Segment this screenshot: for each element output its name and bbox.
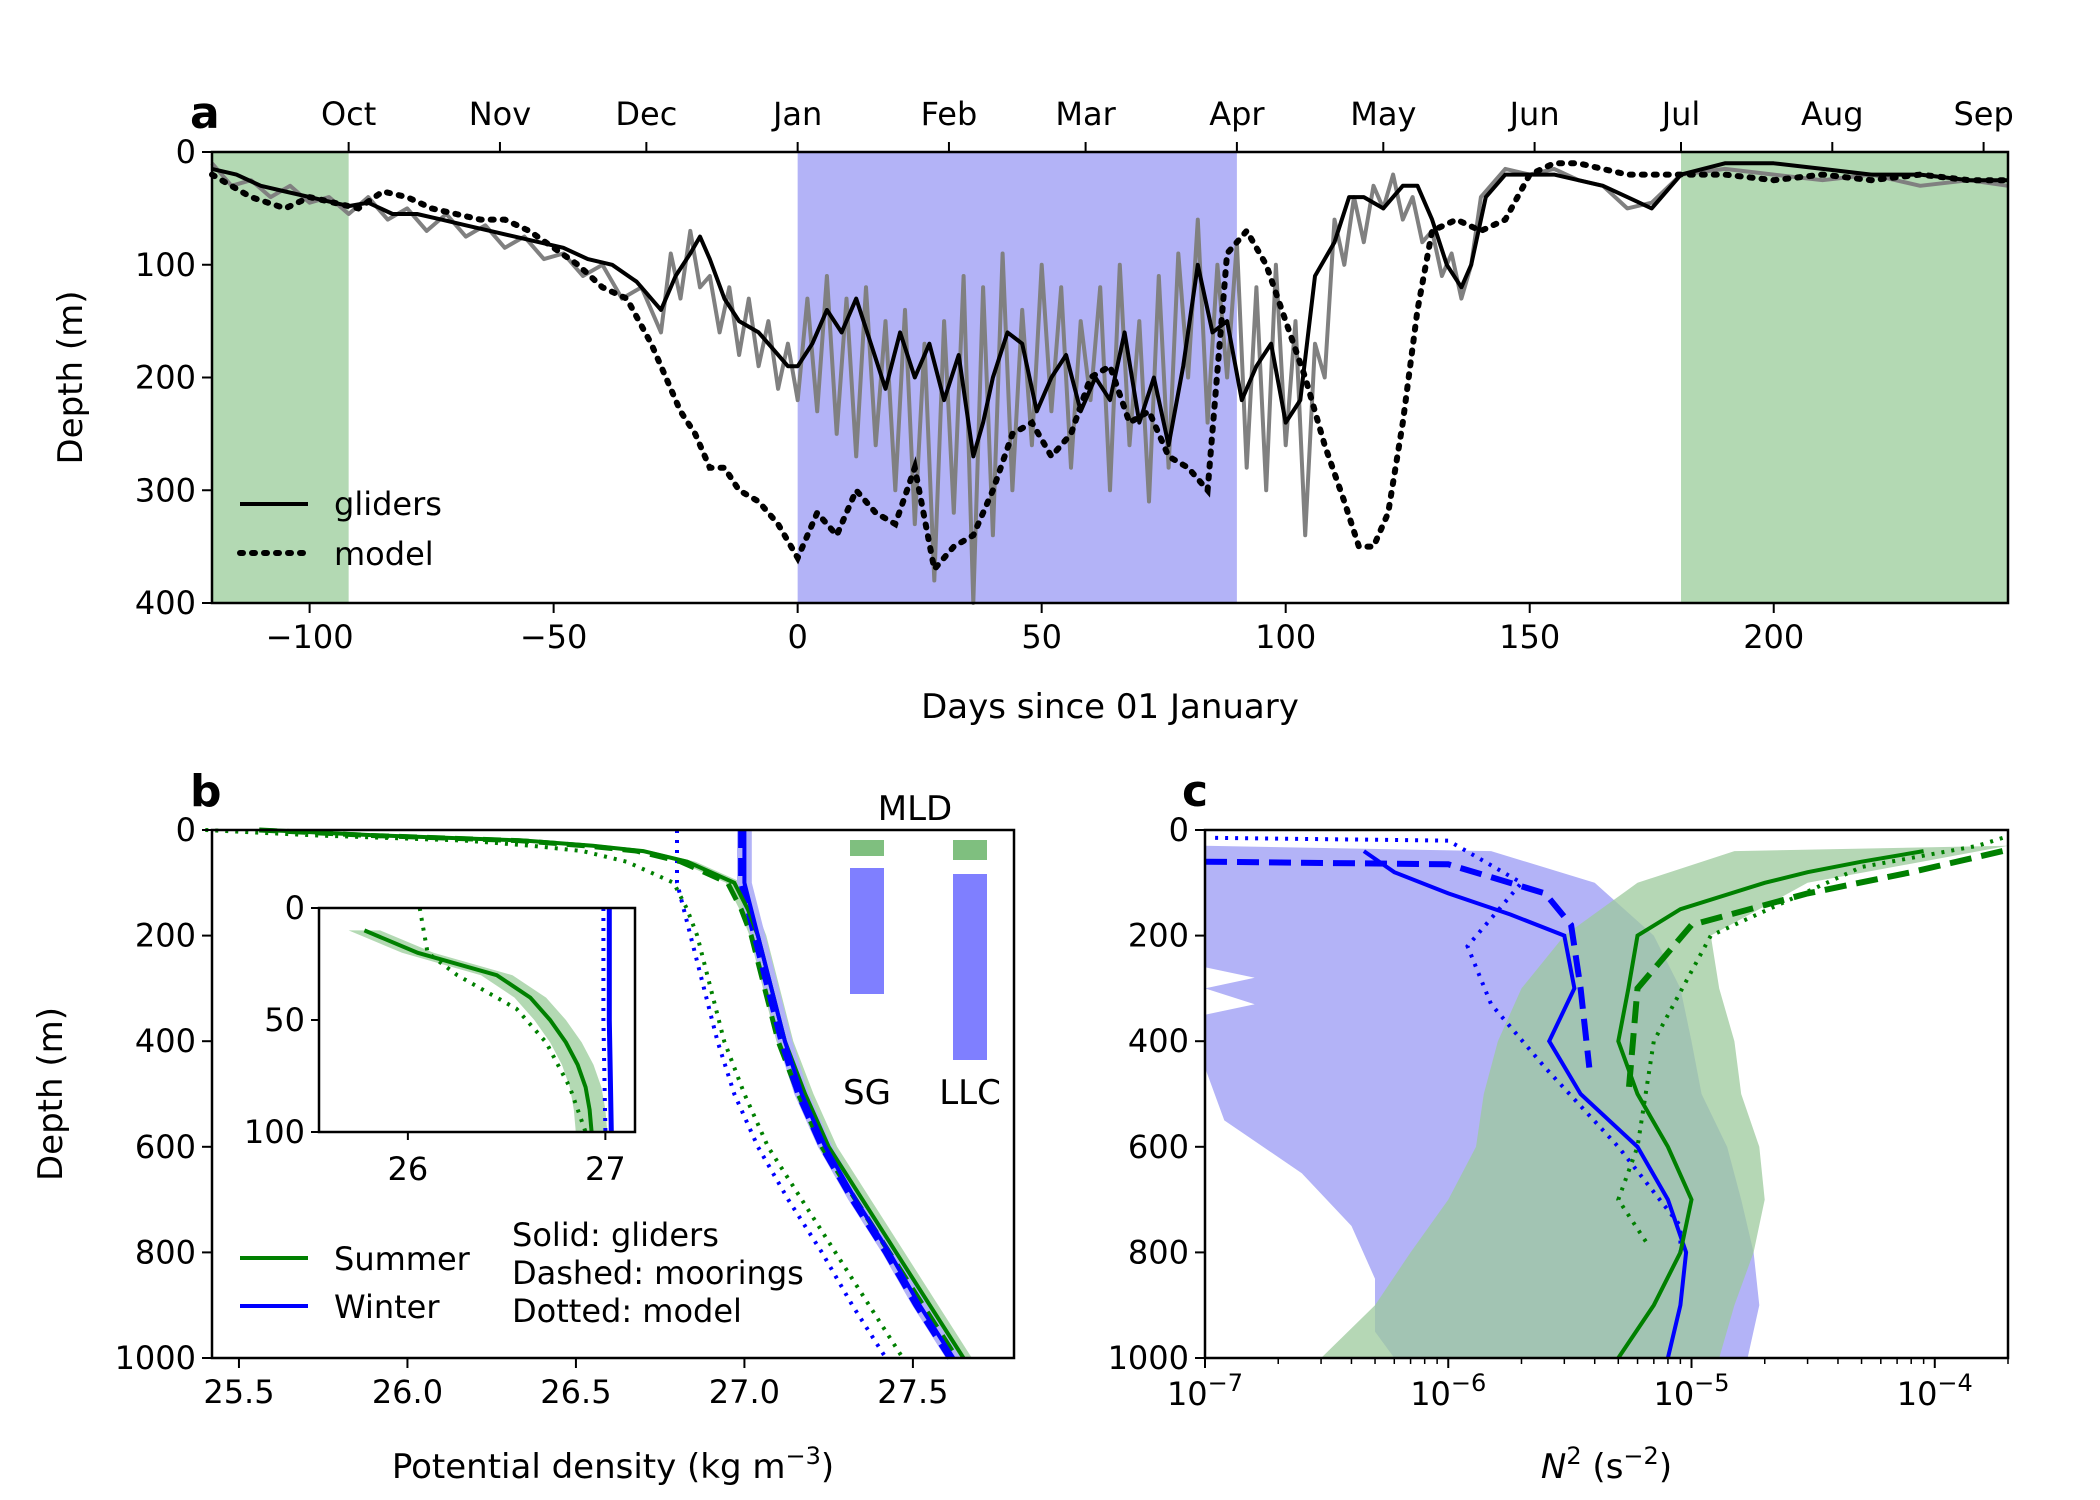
x-tick-label: 50	[1021, 618, 1062, 656]
month-tick-label: Apr	[1209, 95, 1265, 133]
x-tick-label: 100	[1255, 618, 1316, 656]
legend-label-winter: Winter	[334, 1288, 440, 1326]
month-tick-label: Jan	[771, 95, 822, 133]
y-tick-label: 400	[135, 1022, 196, 1060]
x-tick-label: 27.0	[709, 1373, 780, 1411]
y-axis-label: Depth (m)	[51, 290, 91, 464]
legend-label-summer: Summer	[334, 1240, 471, 1278]
legend-note: Dashed: moorings	[512, 1254, 804, 1292]
series-summer	[1616, 849, 1924, 1360]
x-tick-label: 10−6	[1410, 1369, 1486, 1413]
y-tick-label: 0	[176, 133, 196, 171]
y-tick-label: 1000	[1108, 1339, 1189, 1377]
y-tick-label: 200	[135, 917, 196, 955]
month-tick-label: Jun	[1508, 95, 1560, 133]
legend-note: Solid: gliders	[512, 1216, 719, 1254]
month-tick-label: Jul	[1660, 95, 1701, 133]
x-tick-label: 26.5	[540, 1373, 611, 1411]
inset-summer-model	[417, 907, 588, 1133]
y-tick-label: 800	[1128, 1233, 1189, 1271]
month-tick-label: Nov	[469, 95, 531, 133]
x-tick-label: 200	[1743, 618, 1804, 656]
series-model	[209, 160, 2011, 576]
inset-x-tick-label: 26	[388, 1150, 429, 1188]
y-tick-label: 800	[135, 1233, 196, 1271]
inset-summer	[363, 928, 594, 1133]
legend-label-gliders: gliders	[334, 485, 442, 523]
winter-moorings	[1204, 858, 1593, 1068]
month-tick-label: May	[1350, 95, 1416, 133]
panel-label: b	[190, 766, 222, 817]
y-tick-label: 600	[135, 1128, 196, 1166]
mld-label-sg: SG	[843, 1073, 891, 1113]
x-tick-label: 0	[787, 618, 807, 656]
month-tick-label: Mar	[1055, 95, 1116, 133]
x-tick-label: 150	[1499, 618, 1560, 656]
panel-b: MLD SG LLC 26 27 0 50 100 25.5 26.0 26.5 27.0 27.5 0 2…	[31, 766, 1016, 1487]
summer-moorings	[1625, 848, 2004, 1095]
x-tick-label: 25.5	[203, 1373, 274, 1411]
inset-x-tick-label: 27	[585, 1150, 626, 1188]
month-tick-label: Aug	[1801, 95, 1863, 133]
month-tick-label: Feb	[921, 95, 978, 133]
winter-model	[675, 830, 888, 1360]
mld-label-llc: LLC	[939, 1073, 1001, 1113]
month-tick-label: Oct	[321, 95, 376, 133]
y-tick-label: 0	[1169, 811, 1189, 849]
panel-a: −100 −50 0 50 100 150 200 0 100 200 300 400 Oct Nov De…	[51, 88, 2014, 727]
mld-bar-sg-winter	[850, 868, 884, 994]
panel-c: 10−7 10−6 10−5 10−4 0 200 400 600 800 1000 c N2 (s−…	[1108, 766, 2010, 1487]
inset-y-tick-label: 100	[244, 1113, 305, 1151]
x-tick-label: −100	[266, 618, 354, 656]
mld-bar-llc-summer	[953, 840, 987, 860]
y-tick-label: 400	[1128, 1022, 1189, 1060]
x-axis-label: N2 (s−2)	[1541, 1442, 1672, 1487]
winter-model	[1215, 835, 1683, 1253]
mld-title: MLD	[878, 789, 952, 829]
mld-bar-llc-winter	[953, 874, 987, 1060]
x-axis-label: Potential density (kg m−3)	[392, 1442, 834, 1487]
y-axis-label: Depth (m)	[31, 1007, 71, 1181]
inset-y-tick-label: 0	[285, 889, 305, 927]
x-axis-label: Days since 01 January	[921, 687, 1299, 727]
y-tick-label: 200	[135, 359, 196, 397]
series-gliders	[211, 161, 2008, 459]
x-tick-label: 27.5	[877, 1373, 948, 1411]
legend-label-model: model	[334, 535, 434, 573]
x-tick-label: 10−7	[1167, 1369, 1243, 1413]
series-winter	[1362, 849, 1689, 1359]
x-tick-label: 10−4	[1897, 1369, 1973, 1413]
inset-winter-model	[601, 908, 608, 1133]
plot-frame-c	[1203, 828, 2010, 1360]
y-tick-label: 200	[1128, 917, 1189, 955]
x-tick-label: 10−5	[1653, 1369, 1729, 1413]
y-tick-label: 100	[135, 246, 196, 284]
month-tick-label: Sep	[1953, 95, 2013, 133]
season-shading-0	[212, 152, 349, 603]
series-winter	[742, 830, 955, 1360]
y-tick-label: 400	[135, 584, 196, 622]
month-tick-label: Dec	[615, 95, 677, 133]
y-tick-label: 1000	[115, 1339, 196, 1377]
mld-bar-sg-summer	[850, 840, 884, 856]
inset-winter	[606, 908, 614, 1133]
inset-y-tick-label: 50	[264, 1001, 305, 1039]
season-shading-2	[1681, 152, 2008, 603]
plot-frame-b	[210, 828, 1016, 1360]
panel-label: a	[190, 88, 220, 139]
summer-envelope	[1321, 845, 2008, 1358]
legend-note: Dotted: model	[512, 1292, 742, 1330]
y-tick-label: 0	[176, 811, 196, 849]
y-tick-label: 300	[135, 471, 196, 509]
panel-label: c	[1182, 766, 1208, 817]
y-tick-label: 600	[1128, 1128, 1189, 1166]
x-tick-label: 26.0	[372, 1373, 443, 1411]
x-tick-label: −50	[520, 618, 588, 656]
